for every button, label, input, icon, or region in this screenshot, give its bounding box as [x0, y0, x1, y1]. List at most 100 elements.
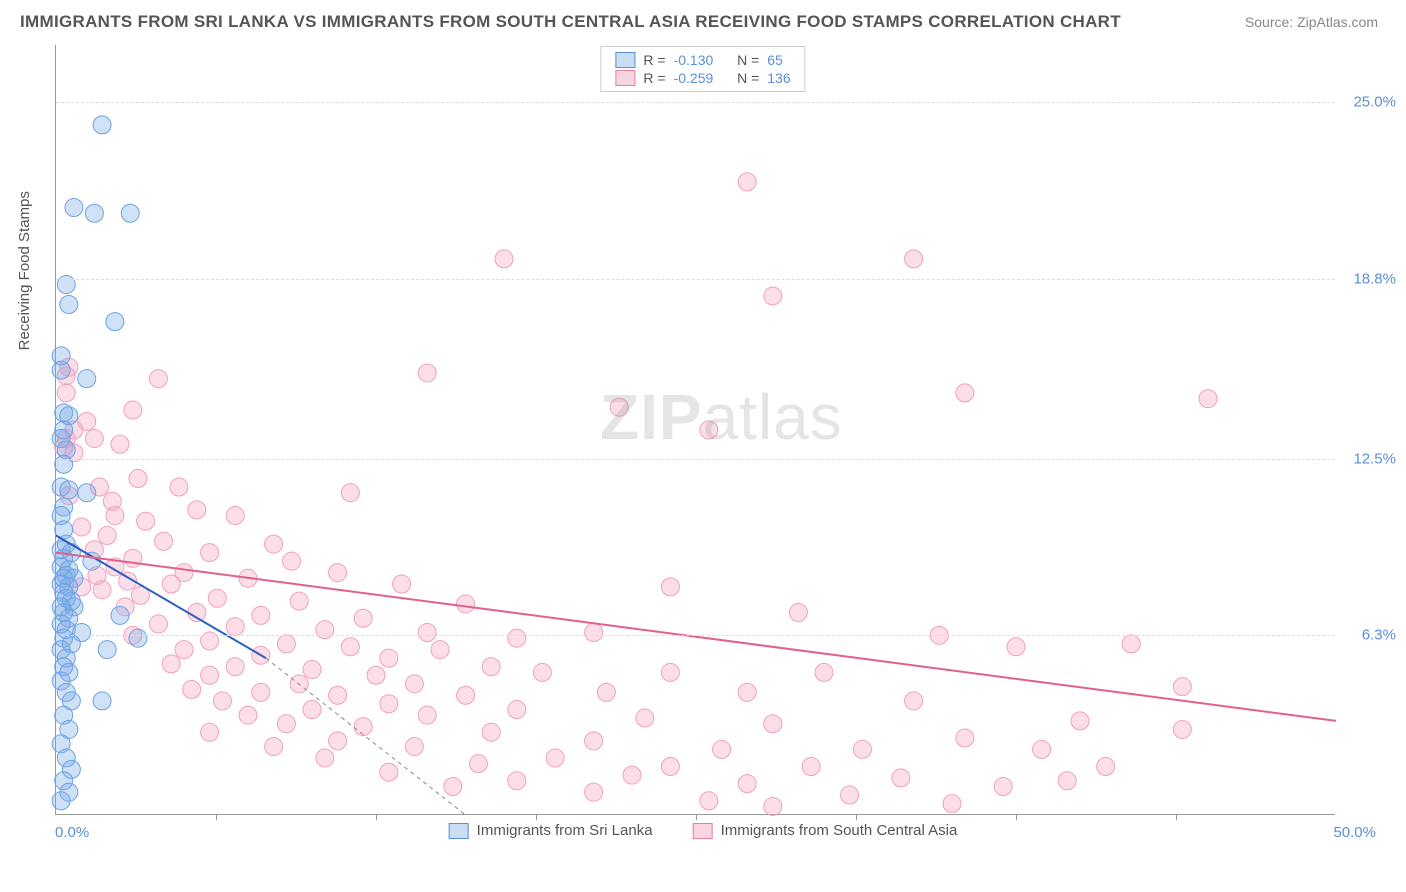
scatter-point — [533, 663, 551, 681]
scatter-point — [1122, 635, 1140, 653]
scatter-point — [290, 592, 308, 610]
y-tick-label: 25.0% — [1353, 94, 1396, 111]
r-value-blue: -0.130 — [674, 52, 714, 68]
n-value-pink: 136 — [767, 70, 790, 86]
scatter-point — [1007, 638, 1025, 656]
scatter-point — [738, 683, 756, 701]
scatter-point — [60, 296, 78, 314]
scatter-point — [661, 758, 679, 776]
scatter-point — [1173, 720, 1191, 738]
scatter-point — [93, 692, 111, 710]
scatter-point — [482, 658, 500, 676]
scatter-point — [111, 435, 129, 453]
swatch-blue-icon — [449, 823, 469, 839]
scatter-point — [57, 384, 75, 402]
legend-stats-row-pink: R = -0.259 N = 136 — [615, 69, 790, 87]
scatter-point — [201, 723, 219, 741]
n-label: N = — [737, 70, 759, 86]
scatter-point — [129, 629, 147, 647]
swatch-pink-icon — [615, 70, 635, 86]
scatter-point — [661, 663, 679, 681]
scatter-point — [111, 606, 129, 624]
scatter-point — [239, 706, 257, 724]
swatch-pink-icon — [693, 823, 713, 839]
legend-item-pink: Immigrants from South Central Asia — [693, 822, 958, 839]
scatter-point — [700, 792, 718, 810]
scatter-point — [1199, 390, 1217, 408]
scatter-point — [226, 507, 244, 525]
scatter-point — [418, 706, 436, 724]
scatter-point — [495, 250, 513, 268]
scatter-point — [162, 575, 180, 593]
legend-stats-row-blue: R = -0.130 N = 65 — [615, 51, 790, 69]
scatter-point — [482, 723, 500, 741]
scatter-point — [380, 763, 398, 781]
scatter-point — [1071, 712, 1089, 730]
scatter-point — [956, 729, 974, 747]
scatter-point — [636, 709, 654, 727]
scatter-point — [585, 623, 603, 641]
scatter-point — [418, 623, 436, 641]
chart-title: IMMIGRANTS FROM SRI LANKA VS IMMIGRANTS … — [20, 12, 1121, 32]
scatter-point — [585, 732, 603, 750]
scatter-point — [129, 469, 147, 487]
scatter-point — [208, 589, 226, 607]
scatter-point — [585, 783, 603, 801]
x-tick-mark — [216, 814, 217, 820]
scatter-point — [713, 740, 731, 758]
scatter-point — [106, 313, 124, 331]
scatter-point — [380, 649, 398, 667]
scatter-point — [508, 772, 526, 790]
watermark: ZIPatlas — [600, 380, 843, 454]
scatter-point — [329, 564, 347, 582]
scatter-point — [1097, 758, 1115, 776]
scatter-point — [1033, 740, 1051, 758]
scatter-point — [106, 507, 124, 525]
x-tick-mark — [1016, 814, 1017, 820]
scatter-point — [393, 575, 411, 593]
scatter-point — [764, 287, 782, 305]
scatter-point — [661, 578, 679, 596]
scatter-point — [623, 766, 641, 784]
scatter-point — [1058, 772, 1076, 790]
scatter-point — [60, 481, 78, 499]
trendline-pink — [56, 553, 1336, 721]
scatter-point — [380, 695, 398, 713]
scatter-point — [170, 478, 188, 496]
scatter-point — [52, 361, 70, 379]
scatter-point — [149, 370, 167, 388]
y-tick-label: 6.3% — [1362, 627, 1396, 644]
scatter-point — [85, 430, 103, 448]
scatter-point — [303, 700, 321, 718]
scatter-point — [162, 655, 180, 673]
scatter-point — [124, 549, 142, 567]
x-tick-mark — [536, 814, 537, 820]
scatter-point — [508, 629, 526, 647]
scatter-point — [175, 641, 193, 659]
scatter-point — [853, 740, 871, 758]
scatter-point — [354, 609, 372, 627]
scatter-point — [905, 692, 923, 710]
legend-label-pink: Immigrants from South Central Asia — [721, 822, 958, 839]
scatter-point — [265, 738, 283, 756]
scatter-point — [85, 204, 103, 222]
scatter-point — [277, 715, 295, 733]
scatter-point — [226, 618, 244, 636]
r-label: R = — [643, 52, 665, 68]
scatter-point — [738, 173, 756, 191]
scatter-point — [738, 775, 756, 793]
gridline — [56, 635, 1335, 636]
x-tick-left: 0.0% — [55, 824, 89, 841]
legend-stats-box: R = -0.130 N = 65 R = -0.259 N = 136 — [600, 46, 805, 92]
scatter-point — [405, 675, 423, 693]
scatter-point — [597, 683, 615, 701]
scatter-point — [213, 692, 231, 710]
gridline — [56, 279, 1335, 280]
scatter-point — [329, 732, 347, 750]
scatter-point — [444, 777, 462, 795]
scatter-point — [183, 681, 201, 699]
scatter-point — [956, 384, 974, 402]
scatter-point — [283, 552, 301, 570]
scatter-point — [431, 641, 449, 659]
scatter-point — [469, 755, 487, 773]
